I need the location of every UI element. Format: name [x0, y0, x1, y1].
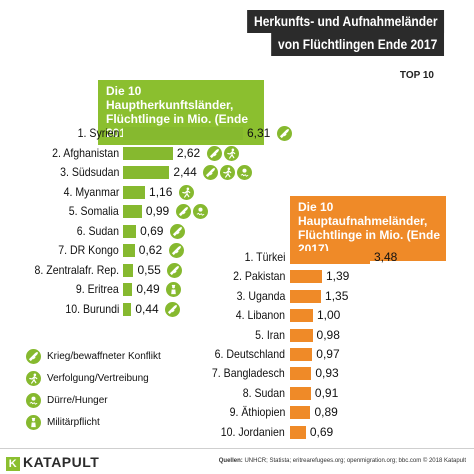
host-category-label: 9. Äthiopien: [229, 405, 285, 420]
legend-item: Militärpflicht: [26, 415, 100, 430]
host-value-label: 0,89: [314, 405, 338, 420]
origin-bar: [123, 146, 173, 160]
origin-bar: [123, 283, 133, 296]
drought-icon: [192, 204, 208, 219]
origin-bar: [123, 127, 243, 140]
host-value-label: 0,93: [315, 366, 339, 381]
host-category-label: 5. Iran: [255, 327, 285, 342]
origin-value-label: 0,62: [138, 243, 163, 257]
origin-bar: [123, 166, 170, 179]
legend-label: Dürre/Hunger: [47, 395, 108, 407]
origin-category-label: 1. Syrien: [77, 126, 119, 140]
gun-icon: [203, 165, 219, 180]
origin-bar: [123, 185, 146, 199]
origin-value-label: 0,49: [136, 282, 160, 296]
gun-icon: [170, 223, 186, 239]
host-bar: [290, 289, 322, 303]
host-category-label: 8. Sudan: [242, 385, 285, 400]
top10-label: TOP 10: [399, 70, 434, 81]
katapult-logo: K KATAPULT: [6, 454, 99, 471]
logo-text: KATAPULT: [23, 454, 100, 470]
running-person-icon: [223, 145, 239, 161]
running-person-icon: [179, 184, 195, 200]
host-value-label: 0,91: [314, 385, 339, 400]
soldier-icon: [166, 282, 182, 297]
host-value-label: 1,00: [316, 308, 341, 323]
origin-category-label: 3. Südsudan: [59, 165, 119, 179]
soldier-icon: [26, 415, 41, 430]
title-line-2: von Flüchtlingen Ende 2017: [271, 33, 444, 56]
origin-category-label: 6. Sudan: [76, 223, 119, 238]
drought-icon: [237, 165, 253, 180]
legend-item: Krieg/bewaffneter Konflikt: [26, 349, 161, 364]
host-value-label: 0,98: [316, 327, 340, 342]
origin-bar: [123, 302, 132, 316]
sources-text: UNHCR; Statista; eritrearefugees.org; op…: [244, 458, 422, 464]
host-value-label: 1,35: [325, 288, 349, 303]
host-bar: [290, 309, 313, 323]
gun-icon: [277, 126, 292, 141]
origin-value-label: 1,16: [149, 184, 173, 199]
host-value-label: 1,39: [325, 269, 350, 284]
host-chart-title: Die 10 Hauptaufnahmeländer, Flüchtlinge …: [290, 196, 446, 261]
origin-bar: [123, 263, 134, 277]
title-line-1: Herkunfts- und Aufnahmeländer: [246, 10, 444, 33]
host-bar: [290, 425, 306, 439]
drought-icon: [26, 393, 41, 408]
host-bar: [290, 348, 313, 361]
origin-category-label: 7. DR Kongo: [58, 243, 119, 257]
host-category-label: 6. Deutschland: [214, 347, 285, 361]
host-bar: [290, 251, 370, 264]
gun-icon: [167, 262, 183, 278]
gun-icon: [206, 145, 222, 161]
host-value-label: 0,69: [309, 424, 334, 439]
host-category-label: 2. Pakistan: [232, 269, 285, 284]
origin-bar: [123, 224, 137, 238]
sources-label: Quellen:: [218, 458, 243, 464]
gun-icon: [165, 301, 181, 317]
origin-value-label: 0,55: [137, 262, 161, 277]
legend-item: Dürre/Hunger: [26, 393, 108, 408]
host-value-label: 0,97: [316, 347, 340, 361]
origin-value-label: 2,44: [173, 165, 197, 179]
origin-value-label: 0,69: [140, 223, 164, 238]
origin-category-label: 10. Burundi: [64, 301, 119, 316]
legend-label: Krieg/bewaffneter Konflikt: [47, 351, 161, 363]
origin-category-label: 2. Afghanistan: [52, 145, 119, 160]
host-bar: [290, 367, 312, 381]
origin-bar: [123, 205, 142, 218]
host-value-label: 3,48: [374, 250, 398, 264]
host-category-label: 4. Libanon: [235, 308, 285, 323]
gun-icon: [26, 349, 41, 364]
gun-icon: [168, 243, 184, 258]
logo-mark: K: [6, 457, 20, 471]
origin-category-label: 9. Eritrea: [76, 282, 119, 296]
legend-label: Verfolgung/Vertreibung: [47, 373, 149, 385]
host-category-label: 7. Bangladesch: [212, 366, 285, 381]
origin-category-label: 8. Zentralafr. Rep.: [34, 262, 119, 277]
origin-category-label: 4. Myanmar: [63, 184, 119, 199]
copyright: © 2018 Katapult: [422, 458, 466, 464]
running-person-icon: [26, 371, 41, 386]
legend-label: Militärpflicht: [47, 417, 100, 429]
origin-value-label: 2,62: [176, 145, 201, 160]
host-bar: [290, 406, 311, 420]
host-category-label: 3. Uganda: [236, 288, 285, 303]
host-category-label: 10. Jordanien: [220, 424, 285, 439]
legend-item: Verfolgung/Vertreibung: [26, 371, 149, 386]
host-bar: [290, 328, 313, 342]
origin-bar: [123, 244, 135, 257]
host-category-label: 1. Türkei: [244, 250, 285, 264]
origin-category-label: 5. Somalia: [69, 204, 119, 218]
footer-divider: [0, 448, 474, 449]
origin-value-label: 0,99: [145, 204, 170, 218]
host-bar: [290, 386, 311, 400]
host-bar: [290, 270, 322, 284]
gun-icon: [175, 204, 191, 219]
origin-value-label: 0,44: [135, 301, 159, 316]
origin-value-label: 6,31: [247, 126, 271, 140]
sources: Quellen: UNHCR; Statista; eritrearefugee…: [219, 458, 466, 464]
running-person-icon: [220, 165, 236, 180]
